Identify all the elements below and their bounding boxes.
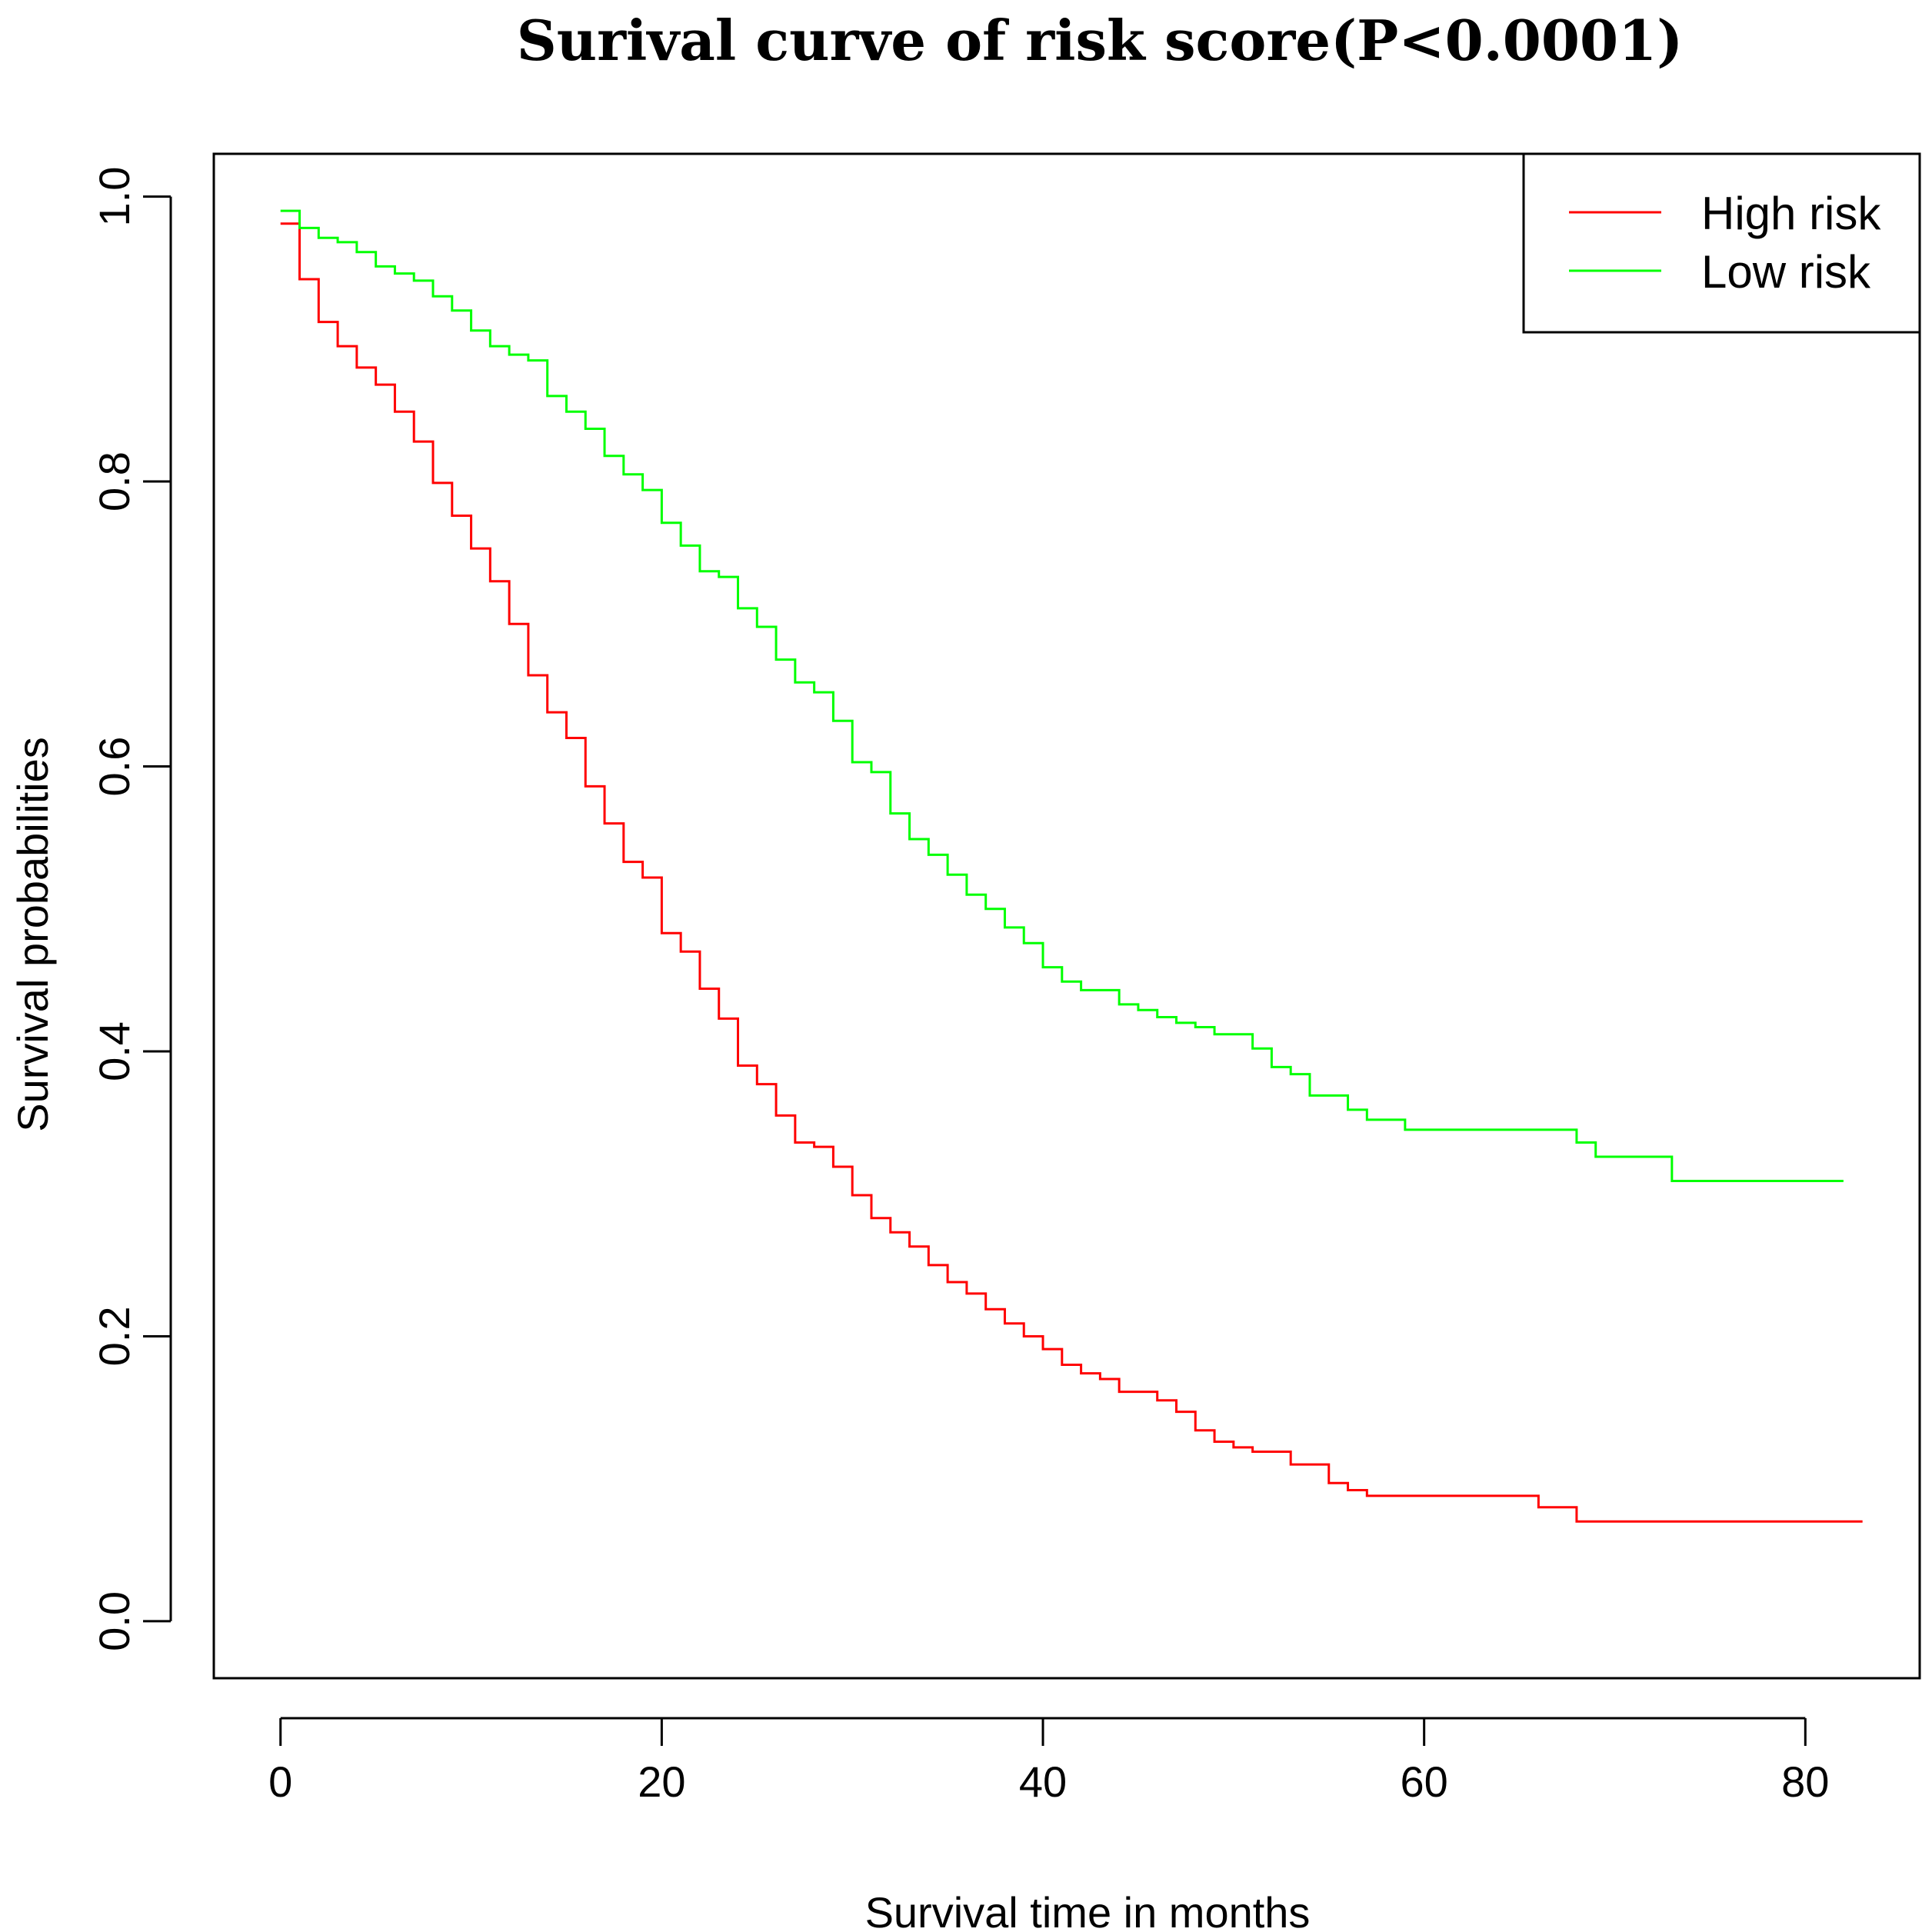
x-tick-label: 0 — [268, 1757, 292, 1806]
legend: High risk Low risk — [1522, 152, 1921, 334]
x-axis: 0 20 40 60 80 — [268, 1717, 1829, 1806]
series-line-low-risk — [280, 209, 1844, 1183]
series-line-high-risk — [280, 222, 1863, 1523]
series-layer — [280, 209, 1863, 1523]
x-tick-label: 60 — [1401, 1757, 1448, 1806]
x-axis-label: Survival time in months — [865, 1888, 1311, 1932]
legend-label-low-risk: Low risk — [1701, 246, 1871, 298]
plot-frame — [212, 152, 1921, 1680]
x-tick-label: 40 — [1019, 1757, 1067, 1806]
y-axis: 0.0 0.2 0.4 0.6 0.8 1.0 — [90, 167, 172, 1651]
y-tick-label: 0.2 — [90, 1307, 138, 1367]
y-tick-label: 1.0 — [90, 167, 138, 227]
chart-title: Surival curve of risk score(P<0.0001) — [517, 8, 1684, 73]
legend-label-high-risk: High risk — [1701, 188, 1881, 239]
y-tick-label: 0.4 — [90, 1021, 138, 1081]
x-tick-label: 80 — [1781, 1757, 1829, 1806]
y-axis-label: Survival probabilities — [8, 737, 57, 1132]
y-tick-label: 0.6 — [90, 737, 138, 797]
y-tick-label: 0.0 — [90, 1591, 138, 1651]
legend-box — [1522, 152, 1921, 334]
y-tick-label: 0.8 — [90, 451, 138, 511]
x-tick-label: 20 — [638, 1757, 685, 1806]
